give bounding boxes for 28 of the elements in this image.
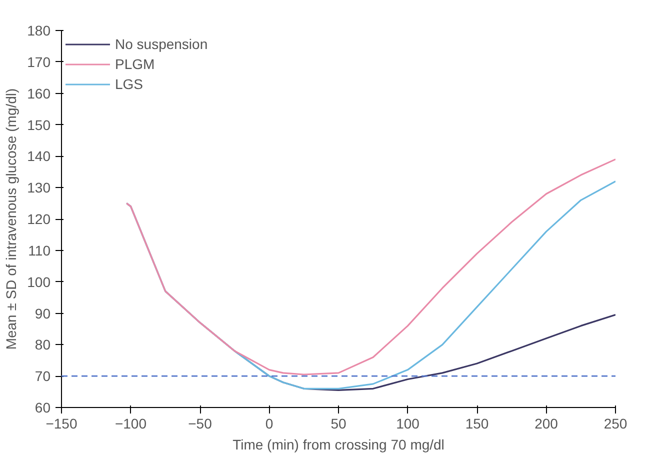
y-tick-label: 70 xyxy=(34,368,51,384)
x-tick-label: −150 xyxy=(46,416,78,432)
x-tick-label: 150 xyxy=(465,416,489,432)
legend-label: LGS xyxy=(115,76,144,92)
y-tick-label: 170 xyxy=(27,54,51,70)
x-axis-title: Time (min) from crossing 70 mg/dl xyxy=(232,436,444,452)
y-tick-label: 60 xyxy=(34,400,51,416)
x-tick-label: 0 xyxy=(265,416,274,432)
y-tick-label: 160 xyxy=(27,85,51,102)
y-tick-label: 140 xyxy=(27,148,51,164)
x-tick-label: 200 xyxy=(534,416,558,432)
y-tick-label: 120 xyxy=(27,211,51,227)
y-tick-label: 180 xyxy=(27,22,51,38)
y-tick-label: 80 xyxy=(34,336,51,353)
x-tick-label: 50 xyxy=(330,416,346,432)
x-tick-label: 100 xyxy=(396,416,420,432)
y-tick-label: 150 xyxy=(27,116,51,133)
legend-label: PLGM xyxy=(115,56,155,72)
x-tick-label: 250 xyxy=(604,416,628,432)
y-tick-label: 90 xyxy=(34,305,51,322)
y-axis-title: Mean ± SD of intravenous glucose (mg/dl) xyxy=(3,88,20,350)
x-tick-label: −50 xyxy=(188,416,212,432)
legend-label: No suspension xyxy=(115,36,208,52)
x-tick-label: −100 xyxy=(114,416,147,432)
y-tick-label: 110 xyxy=(28,242,51,258)
line-series xyxy=(126,158,616,376)
y-tick-label: 100 xyxy=(27,274,51,290)
y-tick-label: 130 xyxy=(27,180,51,196)
